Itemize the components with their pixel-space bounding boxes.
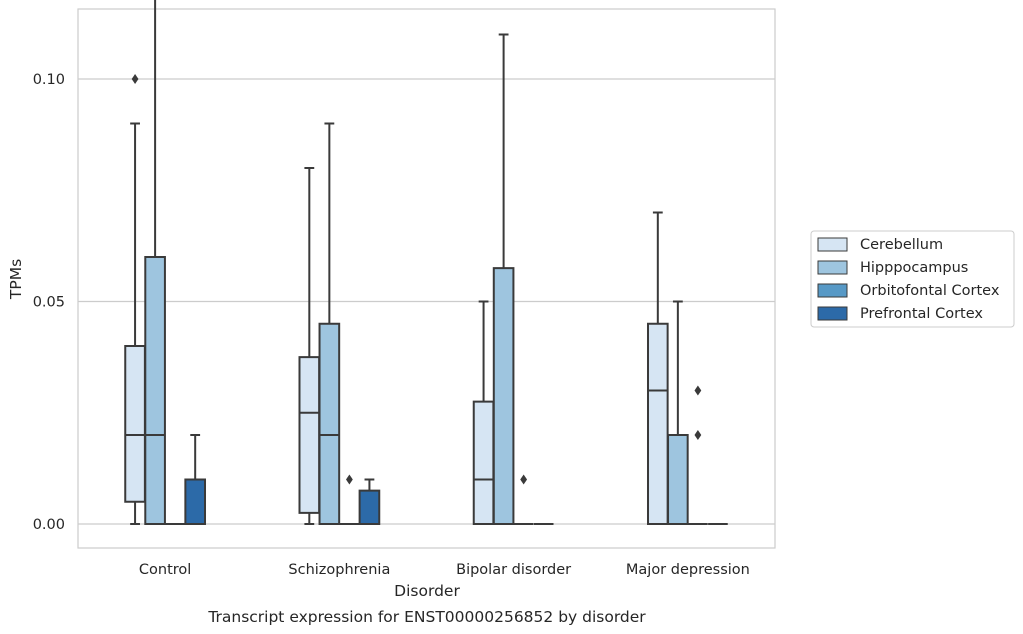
x-tick-label-3: Major depression [626, 562, 750, 578]
boxes [124, 0, 728, 525]
box-3-2 [688, 385, 708, 525]
legend-label-3: Prefrontal Cortex [860, 306, 983, 322]
box-1-2 [339, 474, 360, 525]
x-tick-label-0: Control [139, 562, 191, 578]
outlier-point-0 [131, 74, 139, 84]
chart-caption: Transcript expression for ENST0000025685… [207, 608, 646, 626]
box-2-2 [513, 474, 534, 525]
x-tick-labels: Control Schizophrenia Bipolar disorder Majo… [139, 562, 750, 578]
box-2-1 [492, 33, 515, 525]
x-tick-label-1: Schizophrenia [288, 562, 390, 578]
box-1-1 [318, 122, 341, 525]
box-body [358, 489, 381, 525]
outlier-point-0 [694, 430, 702, 440]
box-body [184, 478, 207, 525]
outlier-point-0 [520, 474, 528, 485]
x-tick-label-2: Bipolar disorder [456, 562, 571, 578]
box-2-0 [472, 300, 495, 525]
box-body [298, 356, 321, 514]
box-3-0 [646, 211, 669, 525]
outlier-point-0 [345, 474, 353, 485]
box-3-1 [667, 300, 689, 525]
legend: Cerebellum Hipppocampus Orbitofontal Corte… [810, 230, 1015, 328]
box-0-0 [124, 74, 146, 525]
x-axis-label: Disorder [394, 582, 460, 600]
legend-swatch-2 [817, 283, 848, 298]
plot-area-frame [77, 8, 776, 549]
box-0-3 [184, 434, 207, 525]
box-body [667, 434, 689, 525]
box-1-0 [298, 167, 321, 525]
box-body [646, 322, 669, 525]
legend-swatch-0 [817, 237, 848, 252]
legend-label-2: Orbitofontal Cortex [860, 283, 1000, 299]
legend-swatch-1 [817, 260, 848, 275]
box-body [472, 400, 495, 525]
y-tick-label-0: 0.00 [33, 517, 65, 533]
y-tick-label-1: 0.05 [33, 295, 65, 311]
box-body [492, 267, 515, 525]
outlier-point-1 [694, 385, 702, 396]
box-0-1 [144, 0, 166, 525]
box-body [144, 256, 166, 525]
y-axis-label: TPMs [7, 259, 25, 300]
legend-label-1: Hipppocampus [860, 260, 968, 276]
y-tick-labels: 0.000.050.100.150.20 [33, 72, 65, 533]
box-body [318, 322, 341, 525]
legend-swatch-3 [817, 306, 848, 321]
box-body [124, 345, 146, 503]
box-1-3 [358, 478, 381, 525]
y-tick-label-2: 0.10 [33, 72, 65, 88]
legend-label-0: Cerebellum [860, 237, 943, 253]
legend-frame [810, 230, 1015, 328]
